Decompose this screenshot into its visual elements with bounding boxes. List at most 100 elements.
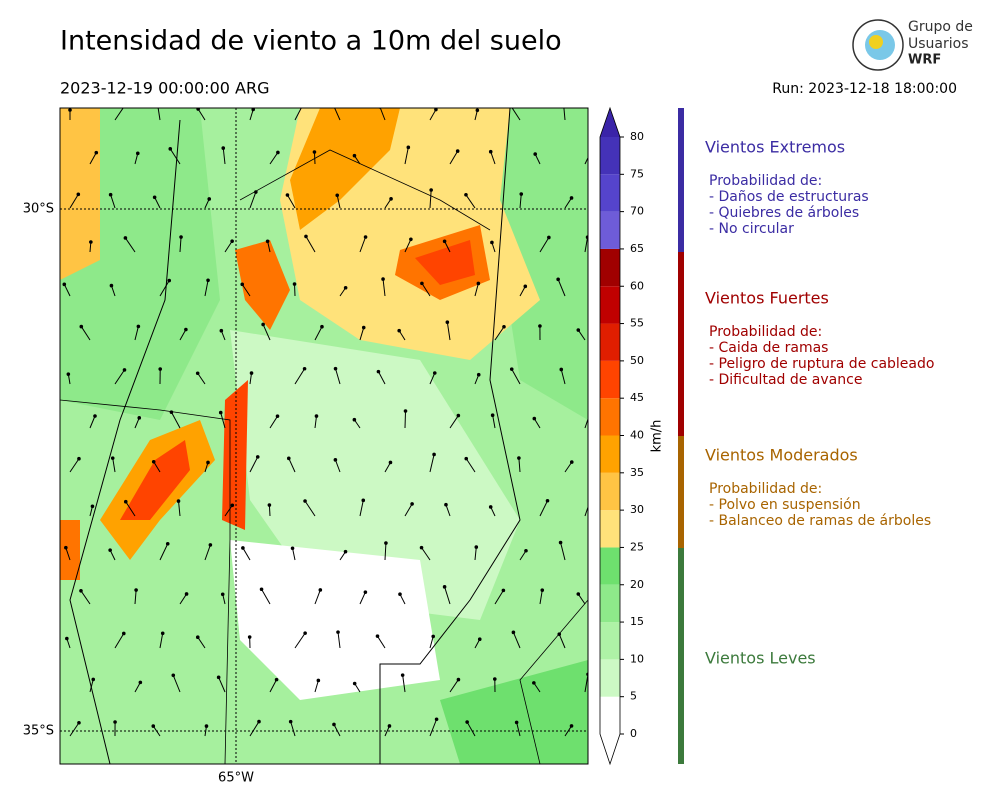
colorbar-tick-label: 55: [630, 317, 644, 330]
wind-arrow: [577, 593, 586, 605]
wind-arrow: [314, 680, 319, 693]
wind-arrow-head: [292, 282, 297, 286]
wind-arrow-head: [171, 673, 176, 678]
wind-arrow-head: [204, 724, 209, 728]
wind-arrow-head: [488, 505, 493, 509]
wind-arrow-head: [361, 325, 366, 330]
wind-arrow-head: [335, 193, 340, 198]
wind-arrow: [249, 456, 259, 473]
wind-arrow-head: [387, 724, 392, 728]
wind-arrow: [172, 675, 181, 693]
wind-arrow-head: [492, 677, 497, 681]
field: [290, 108, 400, 230]
field: [60, 520, 80, 580]
legend-bar: [678, 548, 684, 764]
wind-arrow: [445, 504, 451, 517]
wind-arrow-head: [524, 548, 528, 553]
colorbar-tick-label: 30: [630, 503, 644, 516]
wind-arrow: [287, 194, 296, 209]
wind-arrow-head: [64, 545, 68, 550]
wind-arrow: [336, 195, 341, 209]
wind-arrow-head: [91, 677, 96, 682]
wind-arrow-head: [375, 634, 380, 638]
wind-arrow-head: [94, 150, 99, 155]
wind-arrow-head: [517, 456, 521, 460]
wind-arrow: [519, 550, 527, 561]
wind-arrow-head: [207, 197, 212, 201]
legend-line: - No circular: [709, 221, 794, 237]
wind-arrow-head: [434, 108, 438, 112]
wind-arrow: [110, 194, 116, 209]
colorbar-tick-label: 10: [630, 652, 644, 665]
wind-arrow-head: [464, 456, 469, 461]
colorbar-bin: [600, 472, 620, 511]
wind-arrow: [65, 547, 71, 561]
wind-arrow-head: [121, 631, 126, 636]
wind-arrow-head: [108, 548, 112, 552]
wind-arrow: [290, 721, 296, 737]
colorbar-bin: [600, 584, 620, 623]
wind-arrow-head: [160, 631, 165, 636]
wind-arrow: [584, 505, 588, 517]
legend-line: - Polvo en suspensión: [709, 497, 861, 513]
logo-text: Grupo de: [908, 19, 973, 35]
wind-arrow-head: [184, 327, 188, 332]
legend-title: Vientos Extremos: [705, 138, 845, 157]
wind-arrow-head: [376, 369, 381, 374]
wind-arrow: [80, 590, 91, 605]
wind-arrow: [134, 682, 141, 693]
wind-arrow-head: [557, 632, 562, 636]
wind-arrow-head: [179, 235, 183, 239]
wind-arrow: [560, 542, 566, 561]
field: [415, 240, 475, 285]
wind-arrow-head: [434, 717, 439, 722]
colorbar-bin: [600, 211, 620, 249]
wind-arrow-head: [267, 503, 272, 507]
wind-arrow-head: [363, 590, 368, 594]
wind-arrow-head: [556, 277, 560, 282]
wind-arrow-head: [113, 720, 117, 724]
wind-arrow-head: [474, 545, 479, 549]
wind-arrow-head: [206, 460, 210, 465]
wind-arrow: [518, 458, 521, 473]
wind-arrow: [170, 411, 181, 429]
wind-arrow-head: [569, 460, 574, 464]
wind-arrow-head: [285, 193, 290, 197]
colorbar-bin: [600, 323, 620, 361]
lat-label: 30°S: [23, 202, 54, 217]
wind-arrow: [492, 415, 496, 429]
wind-arrow: [429, 636, 434, 649]
wind-arrow-head: [110, 456, 115, 460]
colorbar-bin: [600, 435, 620, 473]
wind-arrow: [533, 682, 541, 693]
colorbar-over: [600, 108, 620, 137]
legend-bar: [678, 108, 684, 252]
wind-arrow: [539, 237, 550, 253]
wind-arrow: [359, 591, 366, 605]
wind-arrow-head: [302, 103, 305, 106]
wind-arrow-head: [156, 104, 159, 107]
wind-arrow-head: [66, 372, 71, 376]
wind-arrow: [334, 459, 341, 473]
wind-arrow-head: [420, 281, 424, 286]
lat-label: 35°S: [23, 724, 54, 739]
border: [69, 119, 181, 764]
wind-arrow-head: [455, 149, 460, 153]
wind-arrow-head: [558, 540, 563, 545]
wind-arrow-head: [257, 719, 261, 724]
legend-line: Probabilidad de:: [709, 173, 822, 189]
wind-arrow-head: [431, 634, 436, 639]
wind-arrow-head: [352, 153, 357, 158]
wind-arrow: [429, 109, 437, 121]
wind-arrow: [159, 280, 170, 297]
wind-arrow-head: [488, 149, 493, 154]
colorbar-tick-label: 25: [630, 540, 644, 553]
wind-arrow: [557, 279, 566, 297]
wind-arrow-head: [444, 502, 448, 507]
wind-arrow: [69, 194, 79, 209]
wind-arrow: [305, 236, 316, 253]
colorbar: 0 5 10 15 20 25 30 35 40 45 50 55 60 65 70 75 80: [599, 106, 644, 766]
wind-arrow: [125, 501, 136, 517]
wind-arrow: [402, 675, 406, 693]
wind-arrow: [494, 590, 504, 605]
